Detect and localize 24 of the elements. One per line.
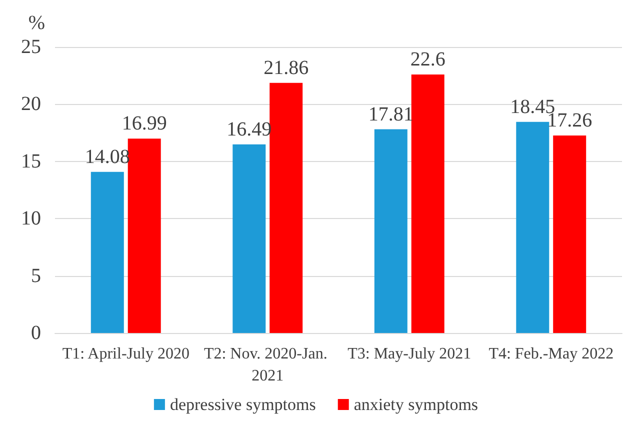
data-label: 16.99 — [122, 112, 167, 135]
bar — [553, 136, 586, 333]
y-tick-label: 20 — [21, 93, 41, 116]
x-tick-label: T2: Nov. 2020-Jan. 2021 — [204, 346, 332, 384]
y-axis-title: % — [28, 12, 45, 34]
y-tick-label: 15 — [21, 150, 41, 172]
x-tick-label: T4: Feb.-May 2022 — [488, 346, 614, 362]
x-tick-label: T3: May-July 2021 — [348, 346, 472, 362]
y-tick-label: 25 — [21, 36, 41, 58]
bar — [270, 82, 303, 333]
bar — [374, 129, 408, 333]
legend-label: depressive symptoms — [170, 395, 316, 414]
legend-label: anxiety symptoms — [354, 395, 478, 414]
bar — [90, 172, 124, 333]
data-label: 22.6 — [410, 48, 446, 70]
bar — [128, 138, 161, 333]
bar — [411, 74, 444, 333]
y-tick-label: 0 — [31, 322, 41, 344]
y-tick-label: 5 — [31, 264, 41, 287]
bar — [516, 122, 550, 333]
data-label: 21.86 — [264, 56, 309, 79]
bar — [232, 144, 266, 333]
x-tick-label: T1: April-July 2020 — [62, 346, 190, 362]
y-tick-label: 10 — [21, 208, 41, 230]
